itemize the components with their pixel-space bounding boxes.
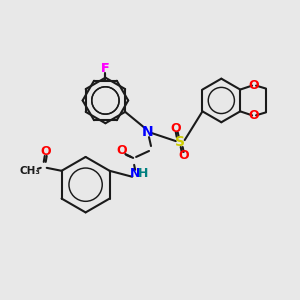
Text: F: F	[101, 62, 110, 75]
Text: F: F	[101, 62, 110, 75]
Text: O: O	[170, 122, 181, 135]
Text: H: H	[138, 167, 148, 180]
Text: O: O	[249, 79, 260, 92]
Text: O: O	[178, 149, 189, 162]
Text: N: N	[130, 167, 140, 180]
Text: N: N	[142, 125, 154, 139]
Text: O: O	[40, 146, 51, 158]
Text: S: S	[175, 135, 185, 149]
Text: O: O	[116, 145, 127, 158]
Text: O: O	[249, 109, 260, 122]
Text: CH₃: CH₃	[20, 166, 40, 176]
